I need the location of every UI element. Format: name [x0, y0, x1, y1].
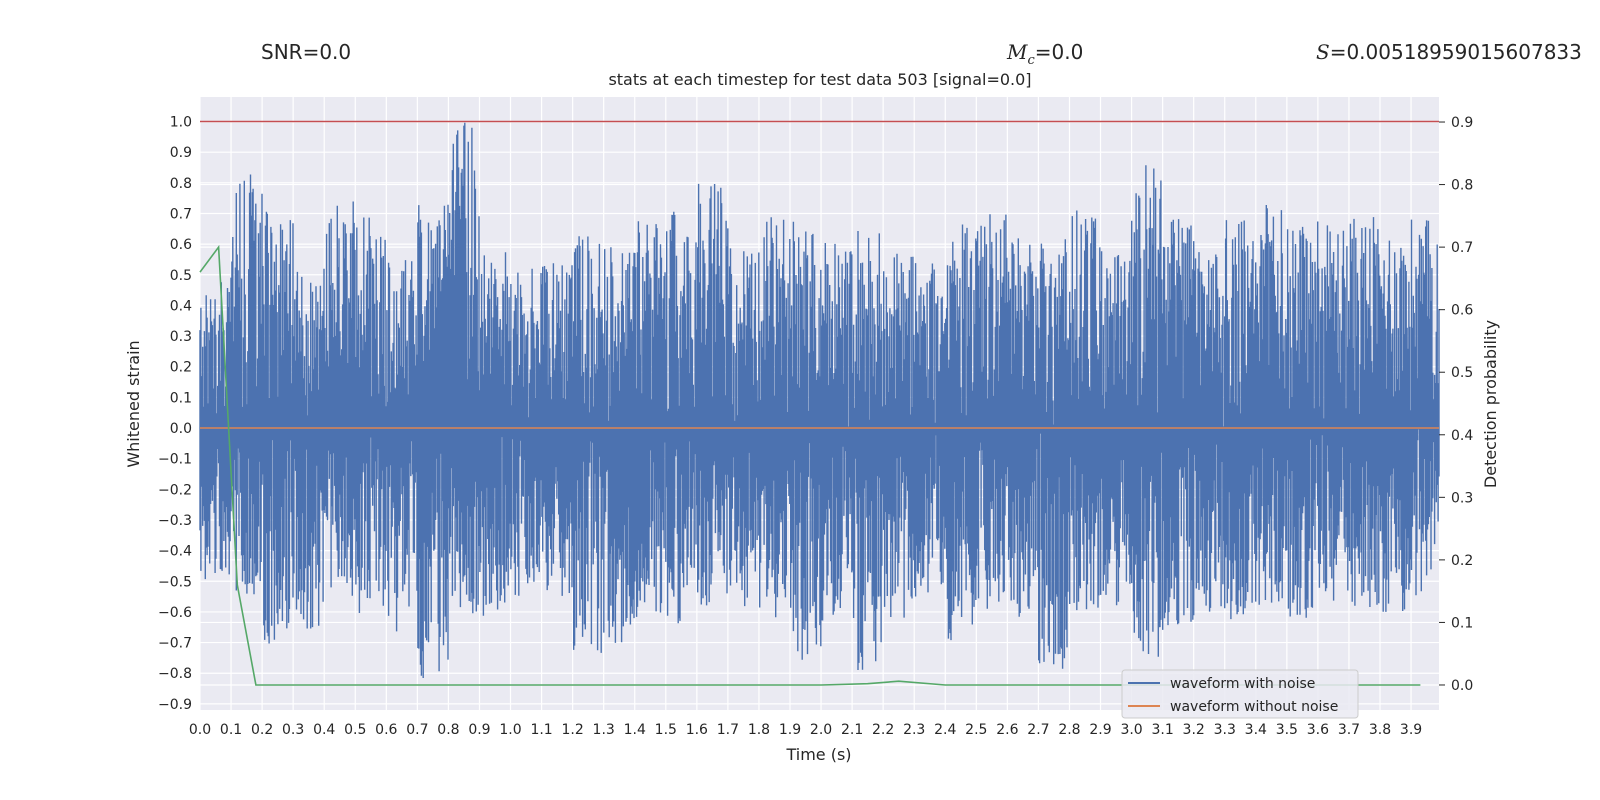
- x-tick-label: 0.0: [189, 722, 211, 738]
- y-tick-label: 1.0: [170, 115, 192, 131]
- y2-tick-label: 0.2: [1451, 553, 1473, 569]
- chirp-mass-readout: Mc=0.0: [1007, 40, 1084, 68]
- x-tick-label: 0.6: [375, 722, 397, 738]
- x-tick-label: 3.4: [1245, 722, 1267, 738]
- x-tick-label: 0.4: [313, 722, 335, 738]
- x-tick-label: 2.5: [965, 722, 987, 738]
- y-axis-label: Whitened strain: [124, 340, 143, 467]
- x-tick-label: 3.2: [1183, 722, 1205, 738]
- x-tick-label: 1.2: [561, 722, 583, 738]
- y-tick-label: 0.8: [170, 176, 192, 192]
- y-tick-label: 0.5: [170, 268, 192, 284]
- y2-tick-label: 0.9: [1451, 115, 1473, 131]
- x-tick-label: 3.3: [1214, 722, 1236, 738]
- y2-tick-label: 0.7: [1451, 240, 1473, 256]
- x-tick-label: 2.4: [934, 722, 956, 738]
- x-tick-label: 0.7: [406, 722, 428, 738]
- x-tick-label: 2.6: [996, 722, 1018, 738]
- x-tick-label: 0.2: [251, 722, 273, 738]
- y-tick-label: −0.3: [158, 513, 192, 529]
- y-tick-label: −0.6: [158, 605, 192, 621]
- y2-tick-label: 0.5: [1451, 365, 1473, 381]
- y-tick-label: 0.6: [170, 237, 192, 253]
- y-tick-label: −0.8: [158, 666, 192, 682]
- series-waveform-with-noise: [199, 122, 1440, 678]
- x-tick-label: 2.7: [1027, 722, 1049, 738]
- x-tick-label: 2.9: [1089, 722, 1111, 738]
- x-tick-label: 1.5: [655, 722, 677, 738]
- y-tick-label: 0.7: [170, 206, 192, 222]
- x-tick-label: 2.0: [810, 722, 832, 738]
- y-tick-label: −0.2: [158, 482, 192, 498]
- x-tick-label: 1.1: [530, 722, 552, 738]
- y-tick-label: −0.7: [158, 636, 192, 652]
- axis-ticks: 0.0 0.1 0.2 0.3 0.4 0.5 0.6 0.7 0.8 0.9 1.0 1.1 1.2 1…: [158, 115, 1473, 738]
- x-tick-label: 3.5: [1276, 722, 1298, 738]
- y2-tick-label: 0.4: [1451, 428, 1473, 444]
- x-tick-label: 3.6: [1307, 722, 1329, 738]
- legend-label-clean: waveform without noise: [1170, 699, 1338, 715]
- y-tick-label: 0.9: [170, 145, 192, 161]
- y2-tick-label: 0.1: [1451, 615, 1473, 631]
- y2-tick-label: 0.3: [1451, 490, 1473, 506]
- x-tick-label: 0.5: [344, 722, 366, 738]
- x-tick-label: 3.7: [1338, 722, 1360, 738]
- x-tick-label: 1.8: [748, 722, 770, 738]
- y2-tick-label: 0.8: [1451, 178, 1473, 194]
- x-tick-label: 2.1: [841, 722, 863, 738]
- x-tick-label: 3.0: [1120, 722, 1142, 738]
- y2-tick-label: 0.6: [1451, 303, 1473, 319]
- x-tick-label: 0.1: [220, 722, 242, 738]
- legend-label-noise: waveform with noise: [1170, 676, 1315, 692]
- x-tick-label: 2.8: [1058, 722, 1080, 738]
- y-tick-label: −0.1: [158, 452, 192, 468]
- x-tick-label: 3.9: [1400, 722, 1422, 738]
- y-tick-label: 0.2: [170, 360, 192, 376]
- legend-box: [1121, 669, 1359, 719]
- x-tick-label: 1.7: [717, 722, 739, 738]
- y-tick-label: 0.4: [170, 298, 192, 314]
- y-tick-label: −0.5: [158, 574, 192, 590]
- y2-axis-label: Detection probability: [1481, 320, 1500, 488]
- y-tick-label: 0.3: [170, 329, 192, 345]
- y2-tick-label: 0.0: [1451, 678, 1473, 694]
- x-tick-label: 0.8: [437, 722, 459, 738]
- y-tick-label: −0.9: [158, 697, 192, 713]
- y-tick-label: −0.4: [158, 544, 192, 560]
- chart-title: stats at each timestep for test data 503…: [608, 70, 1032, 89]
- x-tick-label: 1.0: [499, 722, 521, 738]
- x-axis-label: Time (s): [785, 745, 851, 764]
- x-tick-label: 3.1: [1151, 722, 1173, 738]
- y-tick-label: 0.0: [170, 421, 192, 437]
- x-tick-label: 1.9: [779, 722, 801, 738]
- y-tick-label: 0.1: [170, 390, 192, 406]
- x-tick-label: 2.3: [903, 722, 925, 738]
- x-tick-label: 2.2: [872, 722, 894, 738]
- x-tick-label: 0.3: [282, 722, 304, 738]
- snr-readout: SNR=0.0: [261, 40, 352, 64]
- x-tick-label: 1.6: [686, 722, 708, 738]
- legend: waveform with noise waveform without noi…: [1121, 669, 1359, 719]
- chart-marks: [199, 120, 1440, 686]
- x-tick-label: 1.3: [593, 722, 615, 738]
- x-tick-label: 0.9: [468, 722, 490, 738]
- series-detection-probability: [199, 244, 1421, 686]
- statistic-readout: S=0.00518959015607833: [1316, 40, 1582, 64]
- x-tick-label: 3.8: [1369, 722, 1391, 738]
- x-tick-label: 1.4: [624, 722, 646, 738]
